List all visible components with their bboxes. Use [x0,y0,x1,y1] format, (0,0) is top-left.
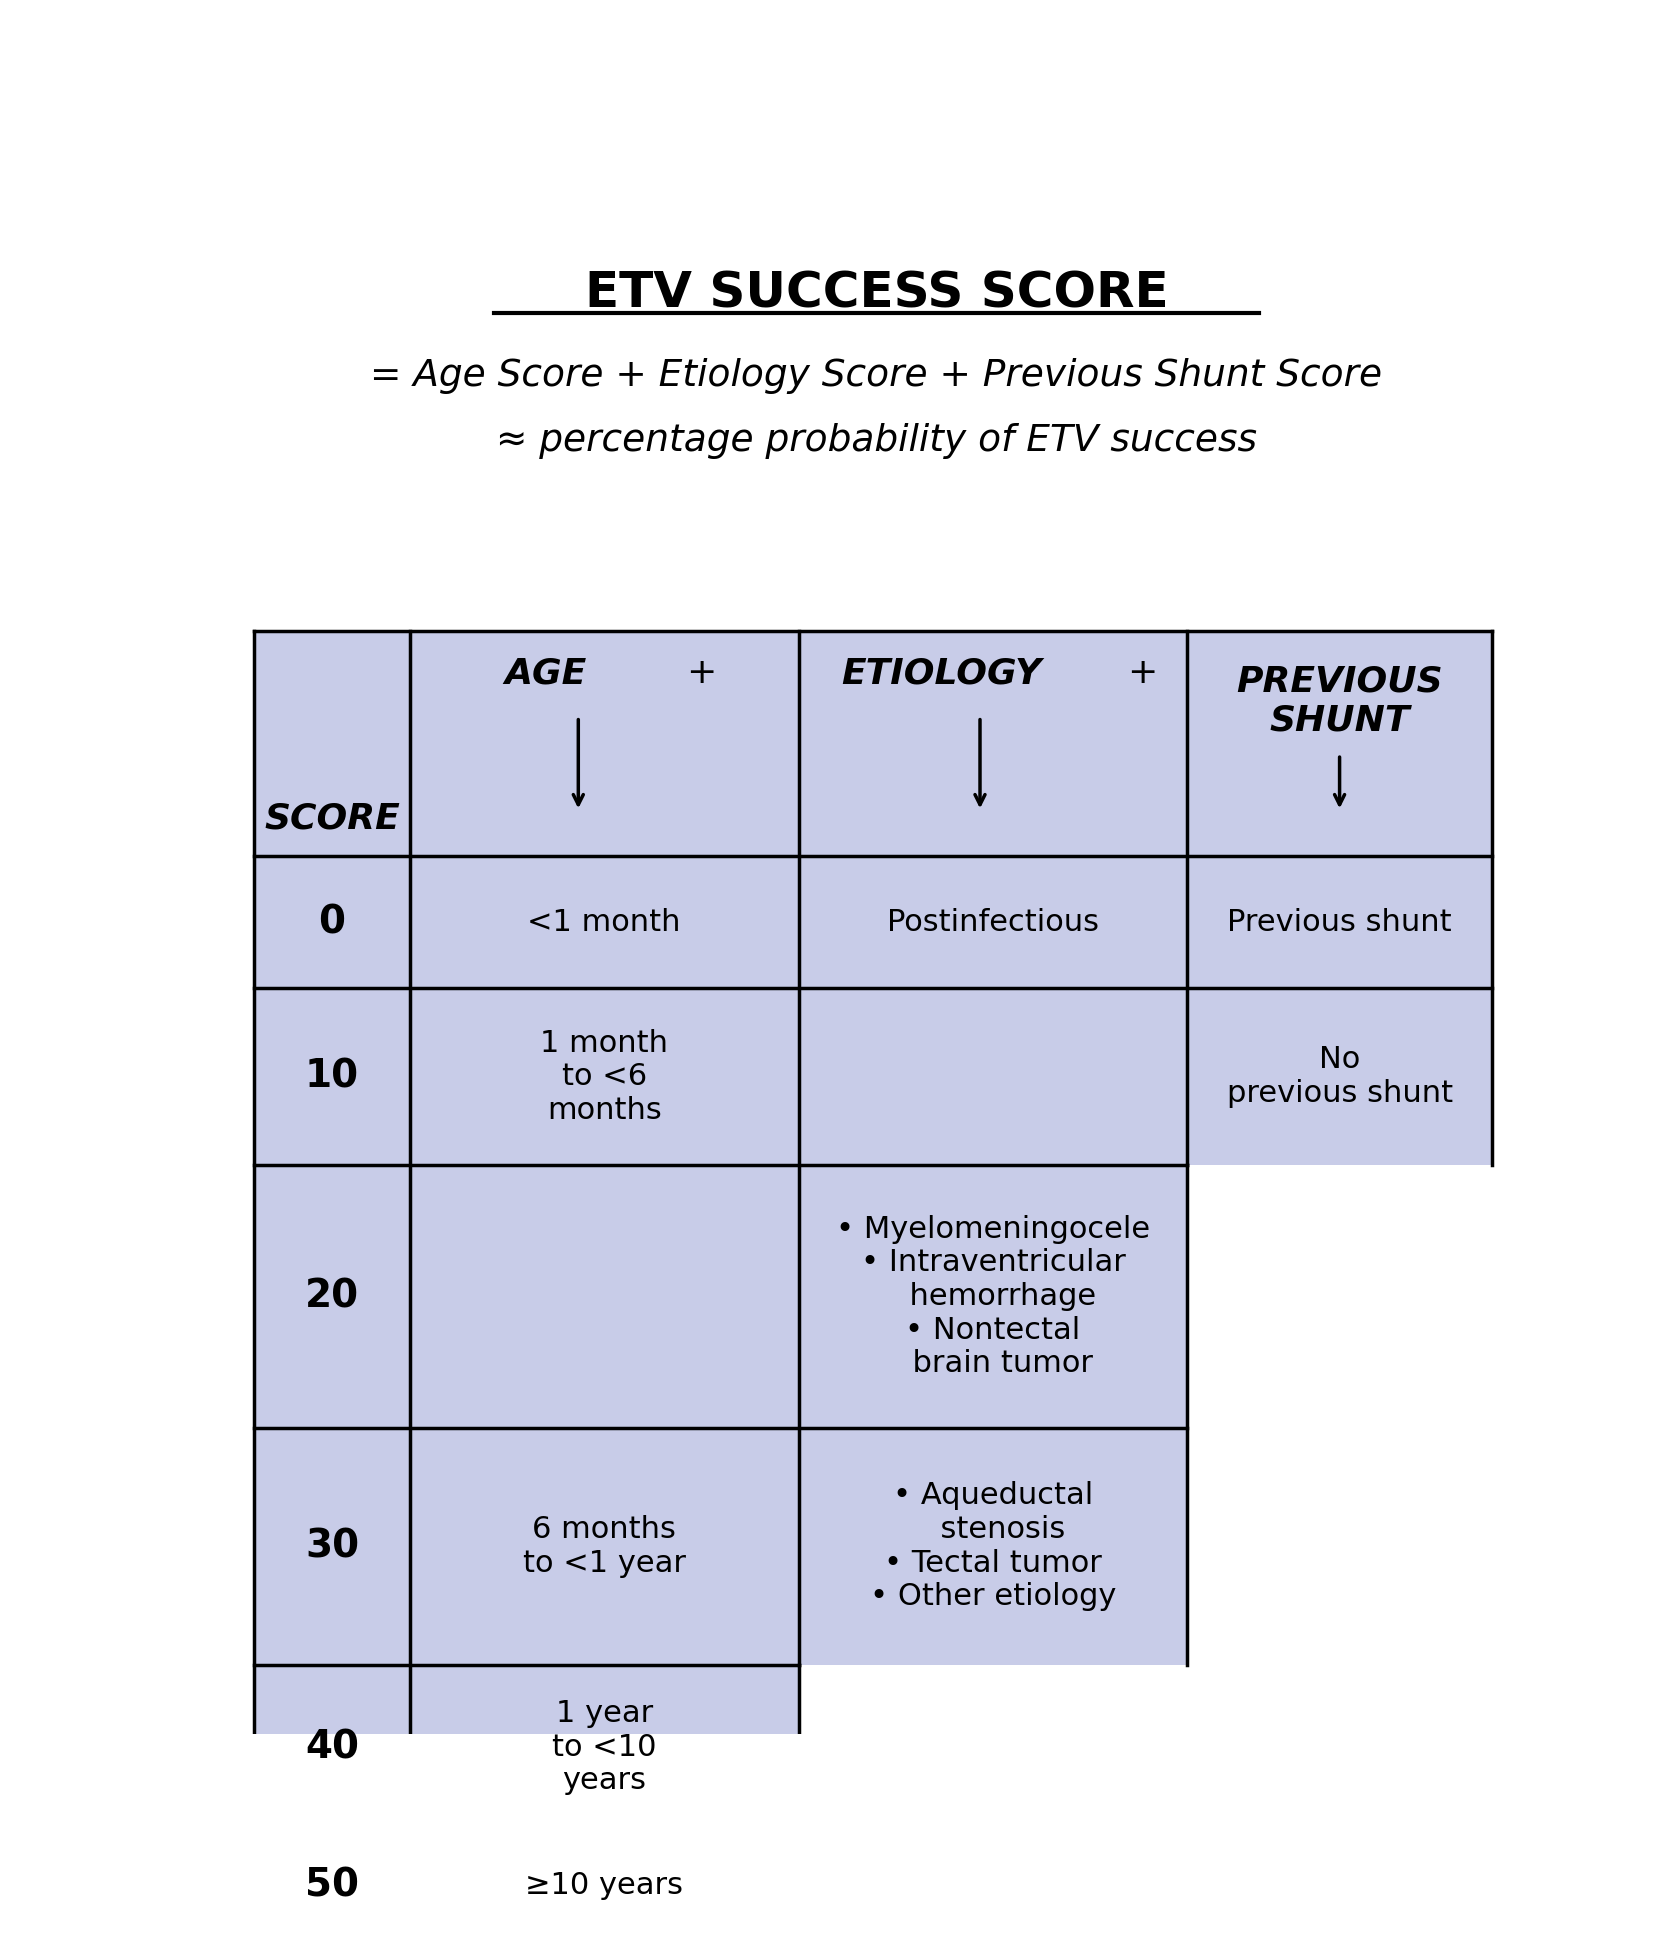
Bar [1187,1428,1491,1666]
Text: ETIOLOGY: ETIOLOGY [841,656,1042,690]
Bar [410,988,799,1165]
Text: 6 months
to <1 year: 6 months to <1 year [523,1516,686,1578]
Bar [254,1165,410,1428]
Text: Postinfectious: Postinfectious [886,908,1099,937]
Bar [1187,1165,1491,1428]
Text: ≥10 years: ≥10 years [525,1872,684,1901]
Bar [410,1428,799,1666]
Text: +: + [1127,656,1157,690]
Bar [410,1666,799,1829]
Bar [799,1165,1187,1428]
Bar [799,988,1187,1165]
Text: 1 year
to <10
years: 1 year to <10 years [552,1699,657,1796]
Bar [1187,988,1491,1165]
Bar [799,1829,1187,1942]
Bar [410,1165,799,1428]
Text: 30: 30 [304,1527,359,1566]
Bar [799,1666,1187,1829]
Bar [254,1428,410,1666]
Text: 10: 10 [304,1058,359,1095]
Bar [254,988,410,1165]
Bar [1187,857,1491,988]
Text: 0: 0 [319,904,346,941]
Text: 20: 20 [304,1278,359,1315]
Bar [410,857,799,988]
Bar [1187,1666,1491,1829]
Text: • Aqueductal
  stenosis
• Tectal tumor
• Other etiology: • Aqueductal stenosis • Tectal tumor • O… [869,1480,1117,1611]
Text: +: + [686,656,717,690]
Text: 50: 50 [304,1866,359,1905]
Bar [254,1829,410,1942]
Bar [410,1829,799,1942]
Bar [254,631,1491,857]
Bar [1187,1829,1491,1942]
Text: SCORE: SCORE [264,803,400,836]
Bar [254,1666,410,1829]
Text: ETV SUCCESS SCORE: ETV SUCCESS SCORE [585,269,1169,318]
Bar [254,857,410,988]
Bar [799,857,1187,988]
Text: AGE: AGE [505,656,587,690]
Text: No
previous shunt: No previous shunt [1227,1046,1453,1108]
Text: Previous shunt: Previous shunt [1227,908,1451,937]
Text: 40: 40 [304,1728,359,1767]
Text: 1 month
to <6
months: 1 month to <6 months [540,1029,669,1124]
Text: <1 month: <1 month [527,908,681,937]
Text: ≈ percentage probability of ETV success: ≈ percentage probability of ETV success [497,423,1257,460]
Bar [799,1428,1187,1666]
Text: • Myelomeningocele
• Intraventricular
  hemorrhage
• Nontectal
  brain tumor: • Myelomeningocele • Intraventricular he… [836,1216,1150,1377]
Text: PREVIOUS
SHUNT: PREVIOUS SHUNT [1236,664,1443,738]
Text: = Age Score + Etiology Score + Previous Shunt Score: = Age Score + Etiology Score + Previous … [370,358,1383,393]
